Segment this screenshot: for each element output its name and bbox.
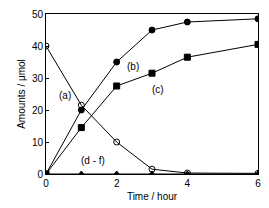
svg-text:(a): (a)	[59, 90, 71, 101]
svg-text:(c): (c)	[152, 84, 164, 95]
svg-text:40: 40	[32, 41, 44, 52]
svg-text:(b): (b)	[127, 61, 139, 72]
svg-text:4: 4	[185, 178, 191, 189]
svg-text:30: 30	[32, 73, 44, 84]
svg-text:Amounts / μmol: Amounts / μmol	[16, 59, 27, 129]
svg-text:(d - f): (d - f)	[81, 155, 105, 166]
svg-text:0: 0	[43, 178, 49, 189]
svg-text:20: 20	[32, 105, 44, 116]
svg-text:Time / hour: Time / hour	[127, 191, 178, 202]
svg-text:10: 10	[32, 137, 44, 148]
svg-text:6: 6	[255, 178, 261, 189]
svg-text:0: 0	[37, 169, 43, 180]
svg-text:50: 50	[32, 9, 44, 20]
svg-text:2: 2	[114, 178, 120, 189]
